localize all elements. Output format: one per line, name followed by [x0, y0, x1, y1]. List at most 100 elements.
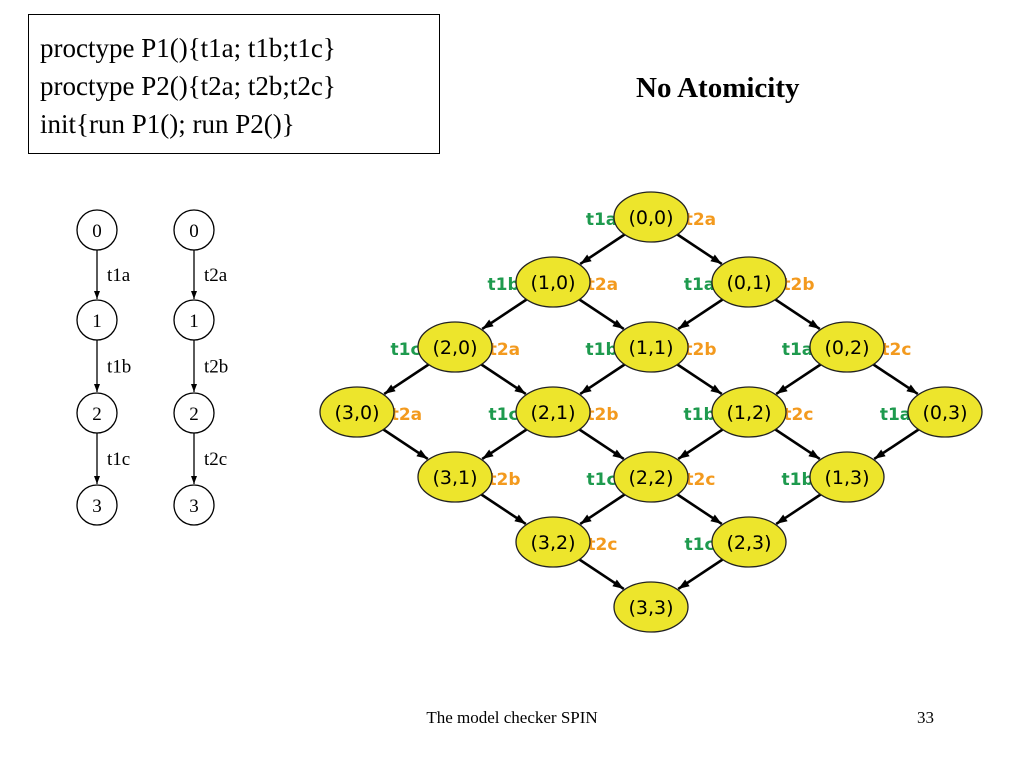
- transition-label: t1b: [487, 275, 519, 295]
- process-transition-label: t2a: [204, 265, 228, 286]
- transition-arrow: [774, 428, 821, 461]
- state-node-label: (1,1): [628, 337, 673, 359]
- process-state-label: 0: [92, 221, 102, 242]
- transition-label: t2a: [391, 405, 422, 425]
- transition-arrow: [480, 493, 527, 526]
- process-state-node: [173, 299, 215, 341]
- transition-arrow: [579, 233, 626, 266]
- transition-label: t2a: [587, 275, 618, 295]
- process-transition-label: t1a: [107, 265, 131, 286]
- state-node-label: (0,0): [628, 207, 673, 229]
- transition-label: t1c: [685, 535, 715, 555]
- state-node-label: (1,3): [824, 467, 869, 489]
- transition-label: t1a: [684, 275, 715, 295]
- process-transition-label: t2b: [204, 357, 228, 378]
- state-node-label: (2,2): [628, 467, 673, 489]
- process-state-node: [173, 392, 215, 434]
- code-box: proctype P1(){t1a; t1b;t1c} proctype P2(…: [28, 14, 440, 154]
- state-node: [711, 516, 787, 568]
- transition-arrow: [873, 428, 920, 461]
- transition-label: t2c: [783, 405, 813, 425]
- state-node-label: (0,2): [824, 337, 869, 359]
- transition-arrow: [480, 363, 527, 396]
- state-node-label: (0,1): [726, 272, 771, 294]
- state-node: [417, 321, 493, 373]
- process-state-label: 3: [189, 496, 199, 517]
- transition-label: t2c: [587, 535, 617, 555]
- transition-label: t1b: [683, 405, 715, 425]
- transition-arrow: [382, 428, 429, 461]
- transition-label: t2a: [489, 340, 520, 360]
- slide-title: No Atomicity: [636, 72, 800, 104]
- transition-label: t1a: [782, 340, 813, 360]
- state-node: [711, 256, 787, 308]
- transition-arrow: [578, 558, 625, 591]
- process-state-node: [76, 484, 118, 526]
- process-state-label: 1: [189, 311, 199, 332]
- process-state-node: [173, 484, 215, 526]
- process-state-node: [173, 209, 215, 251]
- transition-arrow: [676, 363, 723, 396]
- transition-label: t1c: [489, 405, 519, 425]
- transition-arrow: [481, 298, 528, 331]
- state-node-label: (2,1): [530, 402, 575, 424]
- transition-label: t1a: [586, 210, 617, 230]
- transition-label: t2b: [488, 470, 520, 490]
- transition-label: t1a: [880, 405, 911, 425]
- transition-label: t2b: [782, 275, 814, 295]
- state-node-label: (2,3): [726, 532, 771, 554]
- process-state-label: 0: [189, 221, 199, 242]
- state-node: [809, 321, 885, 373]
- state-node-label: (3,0): [334, 402, 379, 424]
- transition-arrow: [677, 558, 724, 591]
- transition-arrow: [676, 233, 723, 266]
- transition-label: t1b: [781, 470, 813, 490]
- transition-arrow: [578, 298, 625, 331]
- state-node: [515, 516, 591, 568]
- process-state-label: 3: [92, 496, 102, 517]
- process-transition-label: t1c: [107, 449, 130, 470]
- state-node-label: (1,0): [530, 272, 575, 294]
- process-state-label: 2: [92, 404, 102, 425]
- transition-label: t2c: [881, 340, 911, 360]
- process-state-node: [76, 299, 118, 341]
- state-node: [515, 256, 591, 308]
- transition-label: t2b: [586, 405, 618, 425]
- state-node: [515, 386, 591, 438]
- state-node: [613, 451, 689, 503]
- state-node: [613, 191, 689, 243]
- code-line-p2: proctype P2(){t2a; t2b;t2c}: [40, 71, 336, 101]
- transition-arrow: [481, 428, 528, 461]
- state-node: [613, 581, 689, 633]
- page-number: 33: [917, 708, 934, 727]
- process-state-label: 2: [189, 404, 199, 425]
- transition-label: t2b: [684, 340, 716, 360]
- process-state-node: [76, 392, 118, 434]
- state-node: [319, 386, 395, 438]
- transition-label: t1b: [585, 340, 617, 360]
- transition-arrow: [677, 298, 724, 331]
- process-transition-label: t1b: [107, 357, 131, 378]
- code-line-init: init{run P1(); run P2()}: [40, 109, 295, 139]
- transition-label: t1c: [587, 470, 617, 490]
- process-transition-label: t2c: [204, 449, 227, 470]
- transition-arrow: [579, 363, 626, 396]
- transition-arrow: [383, 363, 430, 396]
- state-node-label: (2,0): [432, 337, 477, 359]
- transition-arrow: [775, 363, 822, 396]
- transition-arrow: [775, 493, 822, 526]
- state-node-label: (0,3): [922, 402, 967, 424]
- state-node: [417, 451, 493, 503]
- transition-arrow: [579, 493, 626, 526]
- transition-arrow: [872, 363, 919, 396]
- transition-arrow: [677, 428, 724, 461]
- transition-label: t2a: [685, 210, 716, 230]
- state-node-label: (3,1): [432, 467, 477, 489]
- process-state-label: 1: [92, 311, 102, 332]
- transition-label: t1c: [391, 340, 421, 360]
- state-node-label: (1,2): [726, 402, 771, 424]
- state-node-label: (3,2): [530, 532, 575, 554]
- state-node: [613, 321, 689, 373]
- slide-footer: The model checker SPIN: [426, 708, 598, 727]
